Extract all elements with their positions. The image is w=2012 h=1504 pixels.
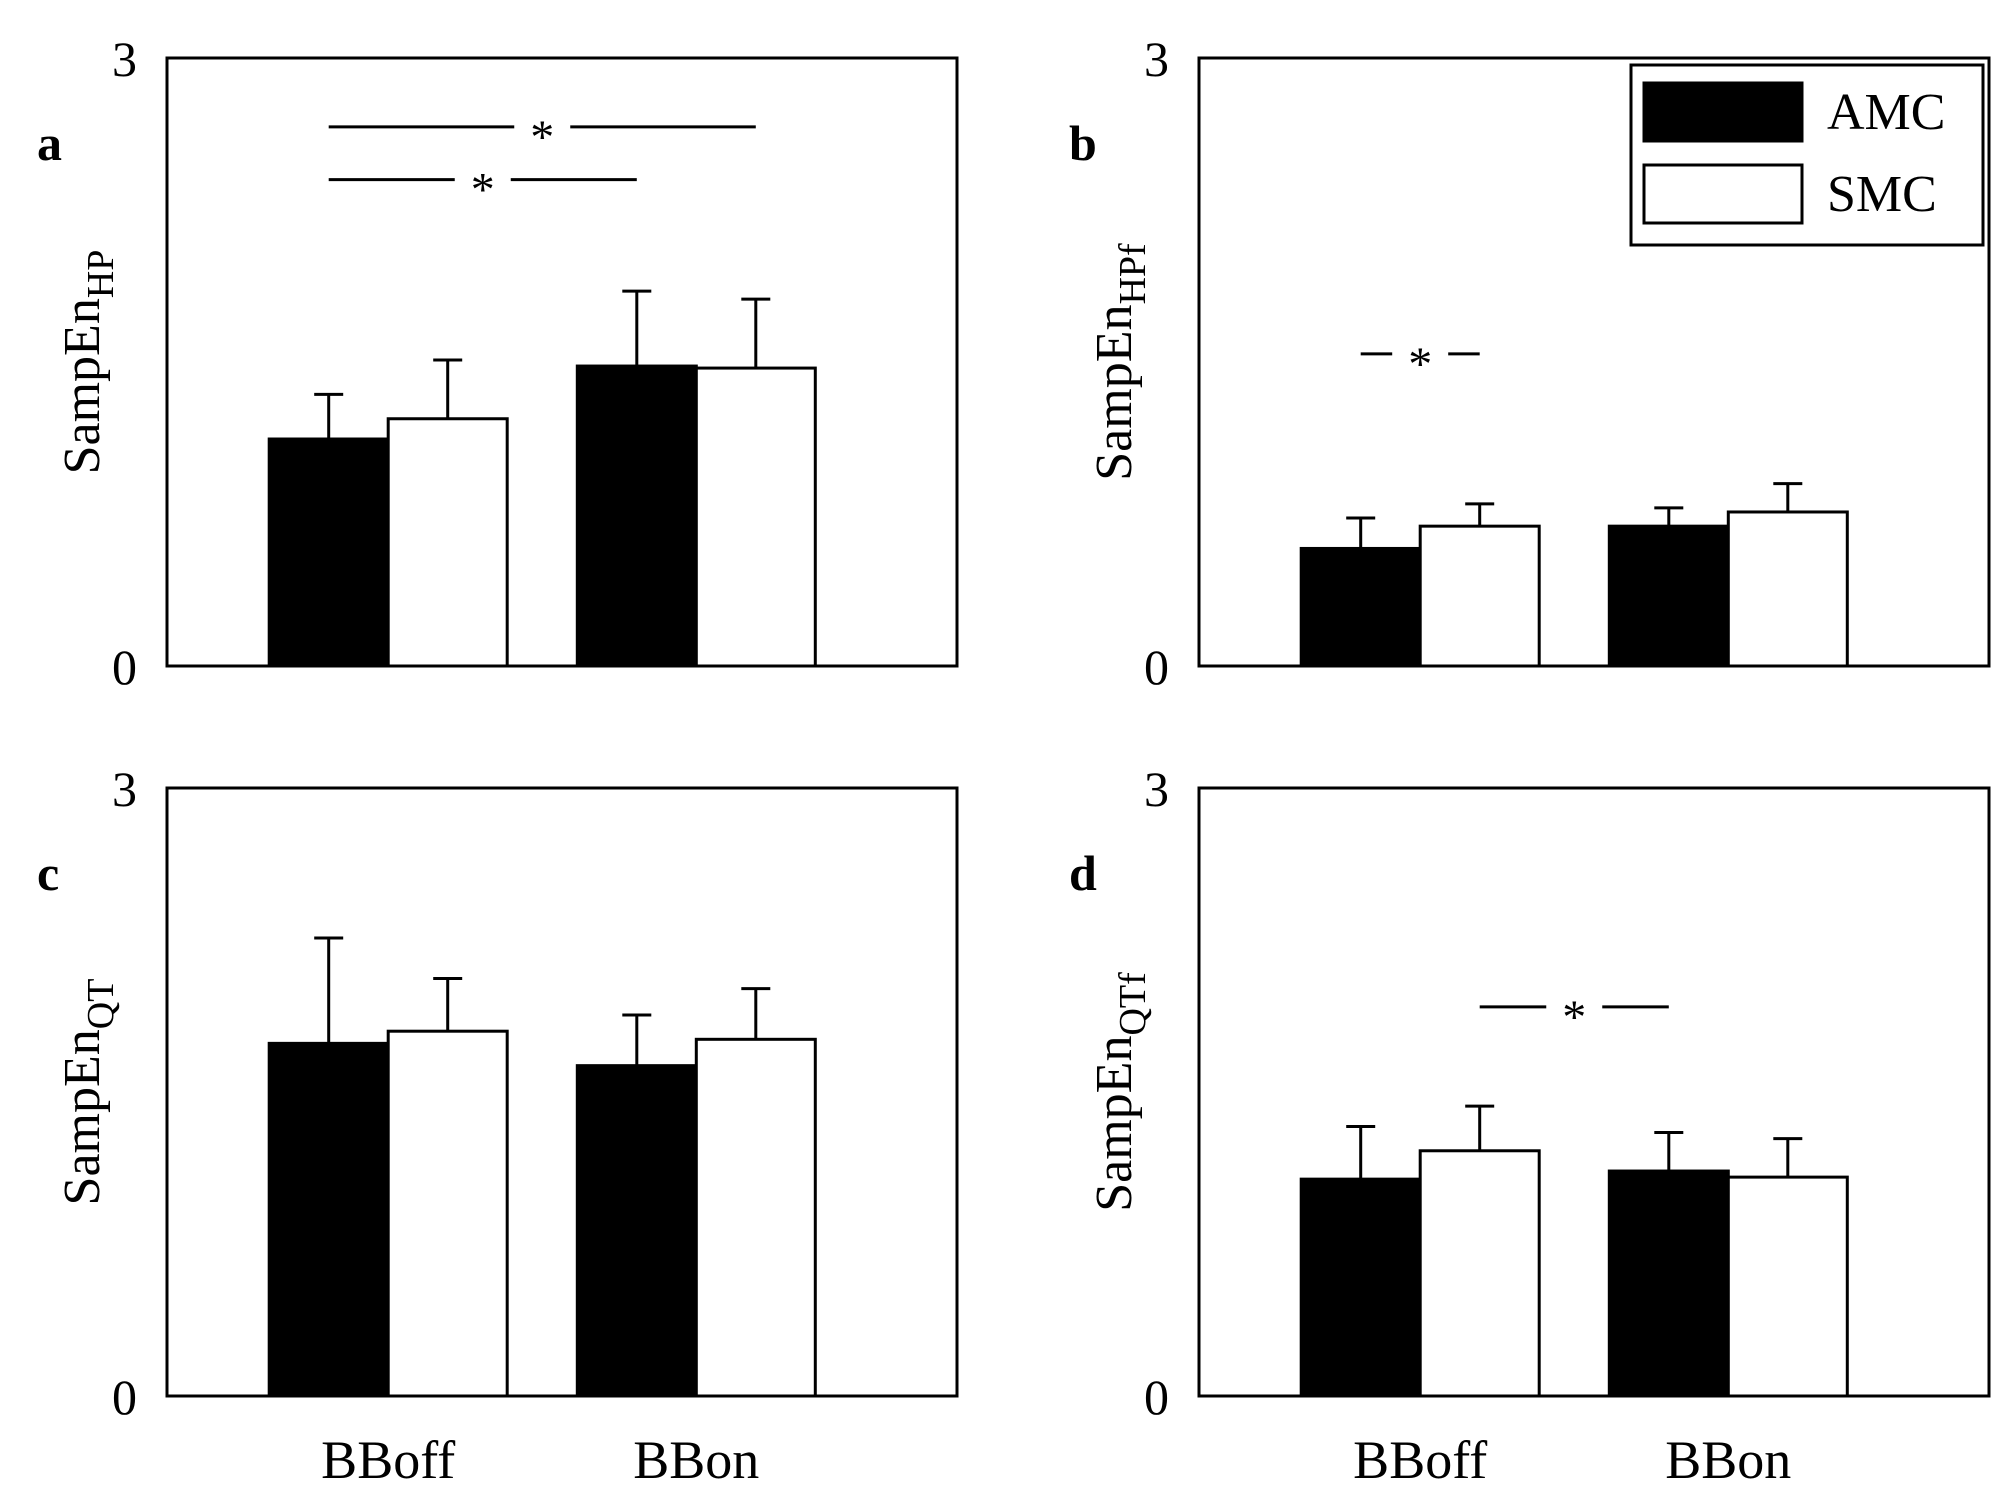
legend-label-amc: AMC	[1827, 84, 1945, 141]
x-tick-label: BBon	[1665, 1430, 1791, 1490]
bar-smc-bboff	[386, 1029, 509, 1398]
y-tick-label: 3	[1144, 31, 1169, 87]
y-axis-label-main: SampEn	[1086, 1036, 1143, 1212]
x-tick-label: BBoff	[1353, 1430, 1487, 1490]
bar-smc-bbon	[694, 366, 817, 668]
bar-smc-bboff	[1418, 524, 1541, 668]
y-axis-label-subscript: QT	[80, 979, 122, 1030]
bar-amc-bbon	[575, 364, 698, 668]
significance-star: *	[1408, 338, 1432, 391]
y-axis-label-main: SampEn	[54, 298, 111, 474]
bar-smc-bboff	[386, 417, 509, 668]
plot-frame	[165, 56, 959, 668]
y-tick-label: 3	[1144, 761, 1169, 817]
bar-amc-bboff	[1299, 546, 1422, 668]
plot-frame	[1197, 56, 1991, 668]
bar-smc-bbon	[1726, 510, 1849, 668]
x-tick-label: BBoff	[321, 1430, 455, 1490]
bar-amc-bboff	[267, 437, 390, 668]
panel-b: 0 3b SampEnHPf * AMC SMC	[1069, 31, 1991, 695]
y-axis-label-main: SampEn	[1086, 305, 1143, 481]
y-axis-label: SampEnHPf	[1086, 243, 1154, 481]
bar-smc-bbon	[1726, 1175, 1849, 1398]
bar-smc-bboff	[1418, 1149, 1541, 1398]
bar-amc-bbon	[1607, 1169, 1730, 1398]
legend-label-smc: SMC	[1827, 166, 1937, 223]
panel-letter: c	[37, 845, 59, 901]
y-axis-label-subscript: HP	[80, 250, 122, 299]
y-tick-label: 3	[112, 31, 137, 87]
significance-star: *	[471, 164, 495, 217]
y-axis-label-subscript: HPf	[1112, 243, 1154, 305]
x-tick-label: BBon	[633, 1430, 759, 1490]
legend: AMC SMC	[1629, 63, 1985, 247]
y-tick-label: 0	[112, 639, 137, 695]
panel-a: 0 3a SampEnHP * *	[37, 31, 959, 695]
y-axis-label: SampEnQT	[54, 979, 122, 1206]
bar-amc-bboff	[1299, 1177, 1422, 1398]
legend-swatch-amc	[1642, 81, 1804, 143]
bar-amc-bbon	[575, 1064, 698, 1398]
y-axis-label-subscript: QTf	[1112, 972, 1154, 1036]
significance-star: *	[530, 111, 554, 164]
y-axis-label: SampEnQTf	[1086, 972, 1154, 1212]
y-tick-label: 0	[1144, 1369, 1169, 1425]
significance-star: *	[1562, 991, 1586, 1044]
y-tick-label: 0	[112, 1369, 137, 1425]
plot-frame	[165, 786, 959, 1398]
y-tick-label: 3	[112, 761, 137, 817]
plot-frame	[1197, 786, 1991, 1398]
y-axis-label: SampEnHP	[54, 250, 122, 475]
panel-letter: a	[37, 115, 62, 171]
legend-swatch-smc	[1642, 163, 1804, 225]
y-tick-label: 0	[1144, 639, 1169, 695]
panel-letter: d	[1069, 845, 1097, 901]
bar-amc-bbon	[1607, 524, 1730, 668]
bar-smc-bbon	[694, 1037, 817, 1398]
panel-d: 0 3d SampEnQTf *	[1069, 761, 1991, 1425]
y-axis-label-main: SampEn	[54, 1029, 111, 1205]
panel-c: 0 3c SampEnQT	[37, 761, 959, 1425]
bar-amc-bboff	[267, 1041, 390, 1398]
panel-letter: b	[1069, 115, 1097, 171]
